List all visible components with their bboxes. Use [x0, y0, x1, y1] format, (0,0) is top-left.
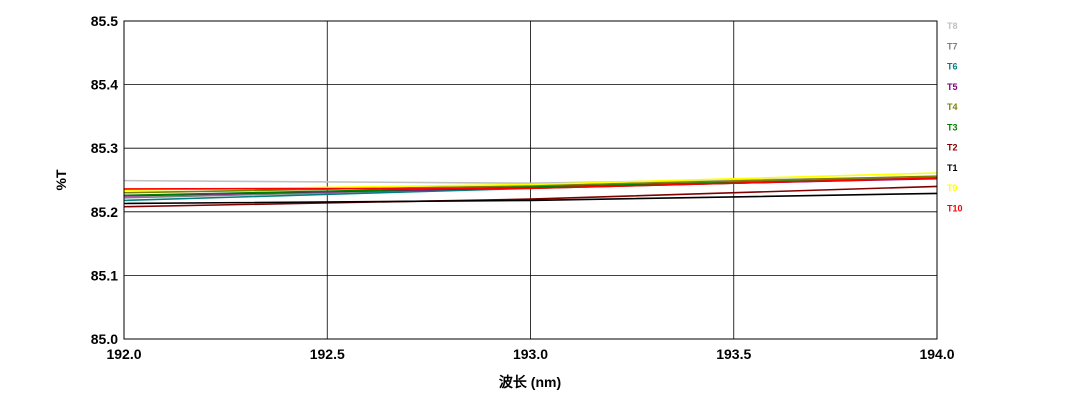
series-line-t1	[123, 192, 938, 205]
y-tick-label: 85.5	[91, 13, 118, 29]
x-tick-label: 194.0	[919, 346, 954, 362]
legend-entry-t4: T4	[947, 102, 958, 112]
legend-entry-t5: T5	[947, 82, 958, 92]
legend-entry-t7: T7	[947, 41, 958, 51]
series-lines	[123, 172, 938, 208]
y-axis-ticks: 85.0 85.1 85.2 85.3 85.4 85.5	[91, 13, 118, 347]
y-axis-title: %T	[53, 169, 69, 190]
y-tick-label: 85.3	[91, 140, 118, 156]
legend-entry-t10: T10	[947, 203, 963, 213]
y-tick-label: 85.4	[91, 77, 118, 93]
plot-frame	[123, 20, 938, 340]
legend-entry-t6: T6	[947, 62, 958, 72]
y-tick-label: 85.0	[91, 331, 118, 347]
series-line-t2	[123, 185, 938, 208]
series-line-t10	[123, 177, 938, 190]
legend-entry-t1: T1	[947, 163, 958, 173]
legend-entry-t9: T9	[947, 183, 958, 193]
legend-entry-t8: T8	[947, 21, 958, 31]
y-tick-label: 85.1	[91, 267, 118, 283]
y-tick-label: 85.2	[91, 204, 118, 220]
legend: T8 T7 T6 T5 T4 T3 T2 T1 T9 T10	[947, 21, 963, 213]
legend-entry-t2: T2	[947, 143, 958, 153]
series-line-t4	[123, 175, 938, 194]
legend-entry-t3: T3	[947, 122, 958, 132]
x-axis-ticks: 192.0 192.5 193.0 193.5 194.0	[106, 346, 954, 362]
x-tick-label: 192.0	[106, 346, 141, 362]
x-axis-title: 波长 (nm)	[499, 374, 561, 390]
x-tick-label: 193.0	[513, 346, 548, 362]
x-tick-label: 192.5	[310, 346, 345, 362]
x-tick-label: 193.5	[716, 346, 751, 362]
